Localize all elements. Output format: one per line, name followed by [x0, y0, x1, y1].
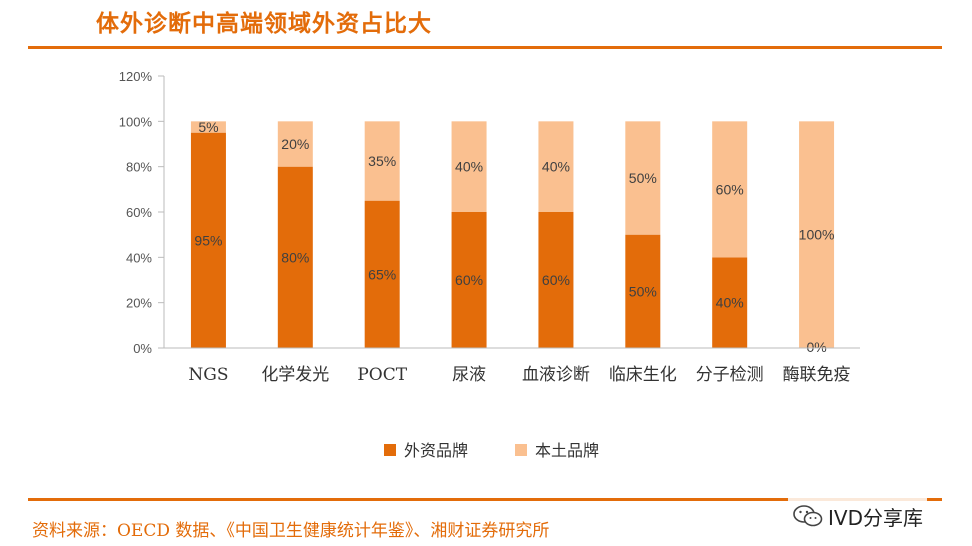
legend: 外资品牌 本土品牌: [384, 441, 599, 460]
data-label-foreign: 60%: [455, 272, 483, 288]
data-label-foreign: 65%: [368, 266, 396, 282]
x-tick-label: 血液诊断: [522, 365, 590, 385]
x-tick-label: 酶联免疫: [783, 365, 851, 385]
watermark: IVD分享库: [788, 498, 927, 534]
data-label-domestic: 60%: [716, 181, 744, 197]
data-label-foreign: 80%: [281, 249, 309, 265]
bar-domestic: [364, 121, 400, 201]
y-tick-label: 80%: [126, 160, 152, 175]
y-tick-label: 100%: [119, 114, 153, 129]
data-label-domestic: 40%: [542, 159, 570, 175]
chart-title: 体外诊断中高端领域外资占比大: [96, 11, 432, 37]
watermark-text: IVD分享库: [828, 505, 923, 530]
source-note: 资料来源：OECD 数据、《中国卫生健康统计年鉴》、湘财证券研究所: [32, 521, 550, 541]
bar-foreign: [277, 166, 313, 348]
x-tick-label: 临床生化: [609, 365, 677, 385]
x-axis: NGS 化学发光 POCT 尿液 血液诊断 临床生化 分子检测 酶联免疫: [164, 347, 860, 385]
wechat-icon: [793, 505, 823, 527]
legend-swatch: [384, 444, 396, 456]
footer-rule: [28, 498, 942, 501]
bar-foreign: [364, 200, 400, 348]
bar-domestic: [799, 121, 835, 348]
data-label-foreign: 50%: [629, 283, 657, 299]
bars: 95% 5% 80% 20% 65% 35% 60% 40% 60% 40% 50% 50% 40% 60…: [190, 119, 835, 355]
data-label-foreign: 0%: [806, 339, 826, 355]
title-rule: [28, 46, 942, 49]
y-tick-label: 60%: [126, 205, 152, 220]
y-axis: 0% 20% 40% 60% 80% 100% 120%: [119, 69, 165, 356]
data-label-domestic: 5%: [198, 119, 218, 135]
legend-label: 外资品牌: [404, 441, 468, 460]
data-label-domestic: 50%: [629, 170, 657, 186]
bar-domestic: [277, 121, 313, 167]
y-tick-label: 120%: [119, 69, 153, 84]
bar-domestic: [190, 121, 226, 133]
legend-label: 本土品牌: [535, 441, 599, 460]
bar-domestic: [712, 121, 748, 258]
bar-foreign: [451, 212, 487, 348]
data-label-foreign: 60%: [542, 272, 570, 288]
bar-domestic: [451, 121, 487, 212]
data-label-foreign: 40%: [716, 295, 744, 311]
x-tick-label: 化学发光: [261, 365, 329, 385]
y-tick-label: 0%: [133, 341, 152, 356]
data-label-domestic: 40%: [455, 159, 483, 175]
data-label-domestic: 20%: [281, 136, 309, 152]
bar-foreign: [712, 257, 748, 348]
bar-domestic: [625, 121, 661, 235]
bar-foreign: [190, 132, 226, 348]
data-label-domestic: 35%: [368, 153, 396, 169]
x-tick-label: 分子检测: [696, 365, 764, 385]
x-tick-label: POCT: [357, 365, 407, 385]
bar-foreign: [625, 234, 661, 348]
bar-foreign: [538, 212, 574, 348]
y-tick-label: 40%: [126, 250, 152, 265]
bar-domestic: [538, 121, 574, 212]
x-tick-label: NGS: [188, 365, 228, 385]
data-label-foreign: 95%: [194, 232, 222, 248]
legend-swatch: [515, 444, 527, 456]
data-label-domestic: 100%: [799, 227, 835, 243]
y-tick-label: 20%: [126, 296, 152, 311]
x-tick-label: 尿液: [452, 365, 486, 385]
